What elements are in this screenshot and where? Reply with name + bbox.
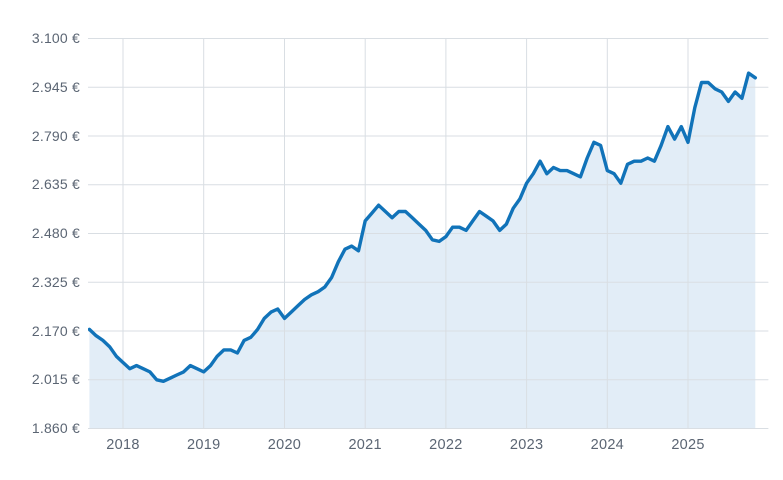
y-tick-label: 3.100 € (31, 30, 80, 46)
y-tick-label: 2.790 € (31, 127, 80, 144)
y-tick-label: 2.480 € (31, 225, 80, 241)
x-tick-label: 2018 (106, 437, 140, 453)
x-tick-label: 2020 (267, 437, 302, 453)
series-area-fill (89, 73, 756, 429)
x-tick-label: 2023 (509, 437, 544, 453)
series-line (88, 71, 757, 383)
y-tick-label: 1.860 € (31, 420, 80, 436)
y-tick-label: 2.015 € (31, 371, 80, 388)
y-tick-label: 2.945 € (31, 78, 80, 95)
x-tick-label: 2022 (429, 437, 463, 453)
vertical-gridlines (122, 38, 689, 429)
y-tick-label: 2.325 € (31, 273, 80, 290)
x-tick-label: 2019 (187, 437, 221, 453)
x-tick-label: 2025 (671, 437, 705, 453)
y-tick-label: 2.170 € (31, 322, 80, 339)
x-tick-label: 2024 (590, 437, 625, 453)
plot-area (88, 38, 769, 429)
x-tick-label: 2021 (348, 437, 382, 453)
y-tick-label: 2.635 € (31, 176, 80, 193)
